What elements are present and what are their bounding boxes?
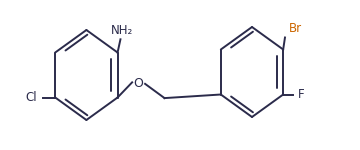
- Text: Cl: Cl: [26, 91, 37, 104]
- Text: NH₂: NH₂: [111, 24, 133, 37]
- Text: Br: Br: [289, 22, 302, 35]
- Text: O: O: [134, 77, 144, 90]
- Text: F: F: [298, 88, 304, 101]
